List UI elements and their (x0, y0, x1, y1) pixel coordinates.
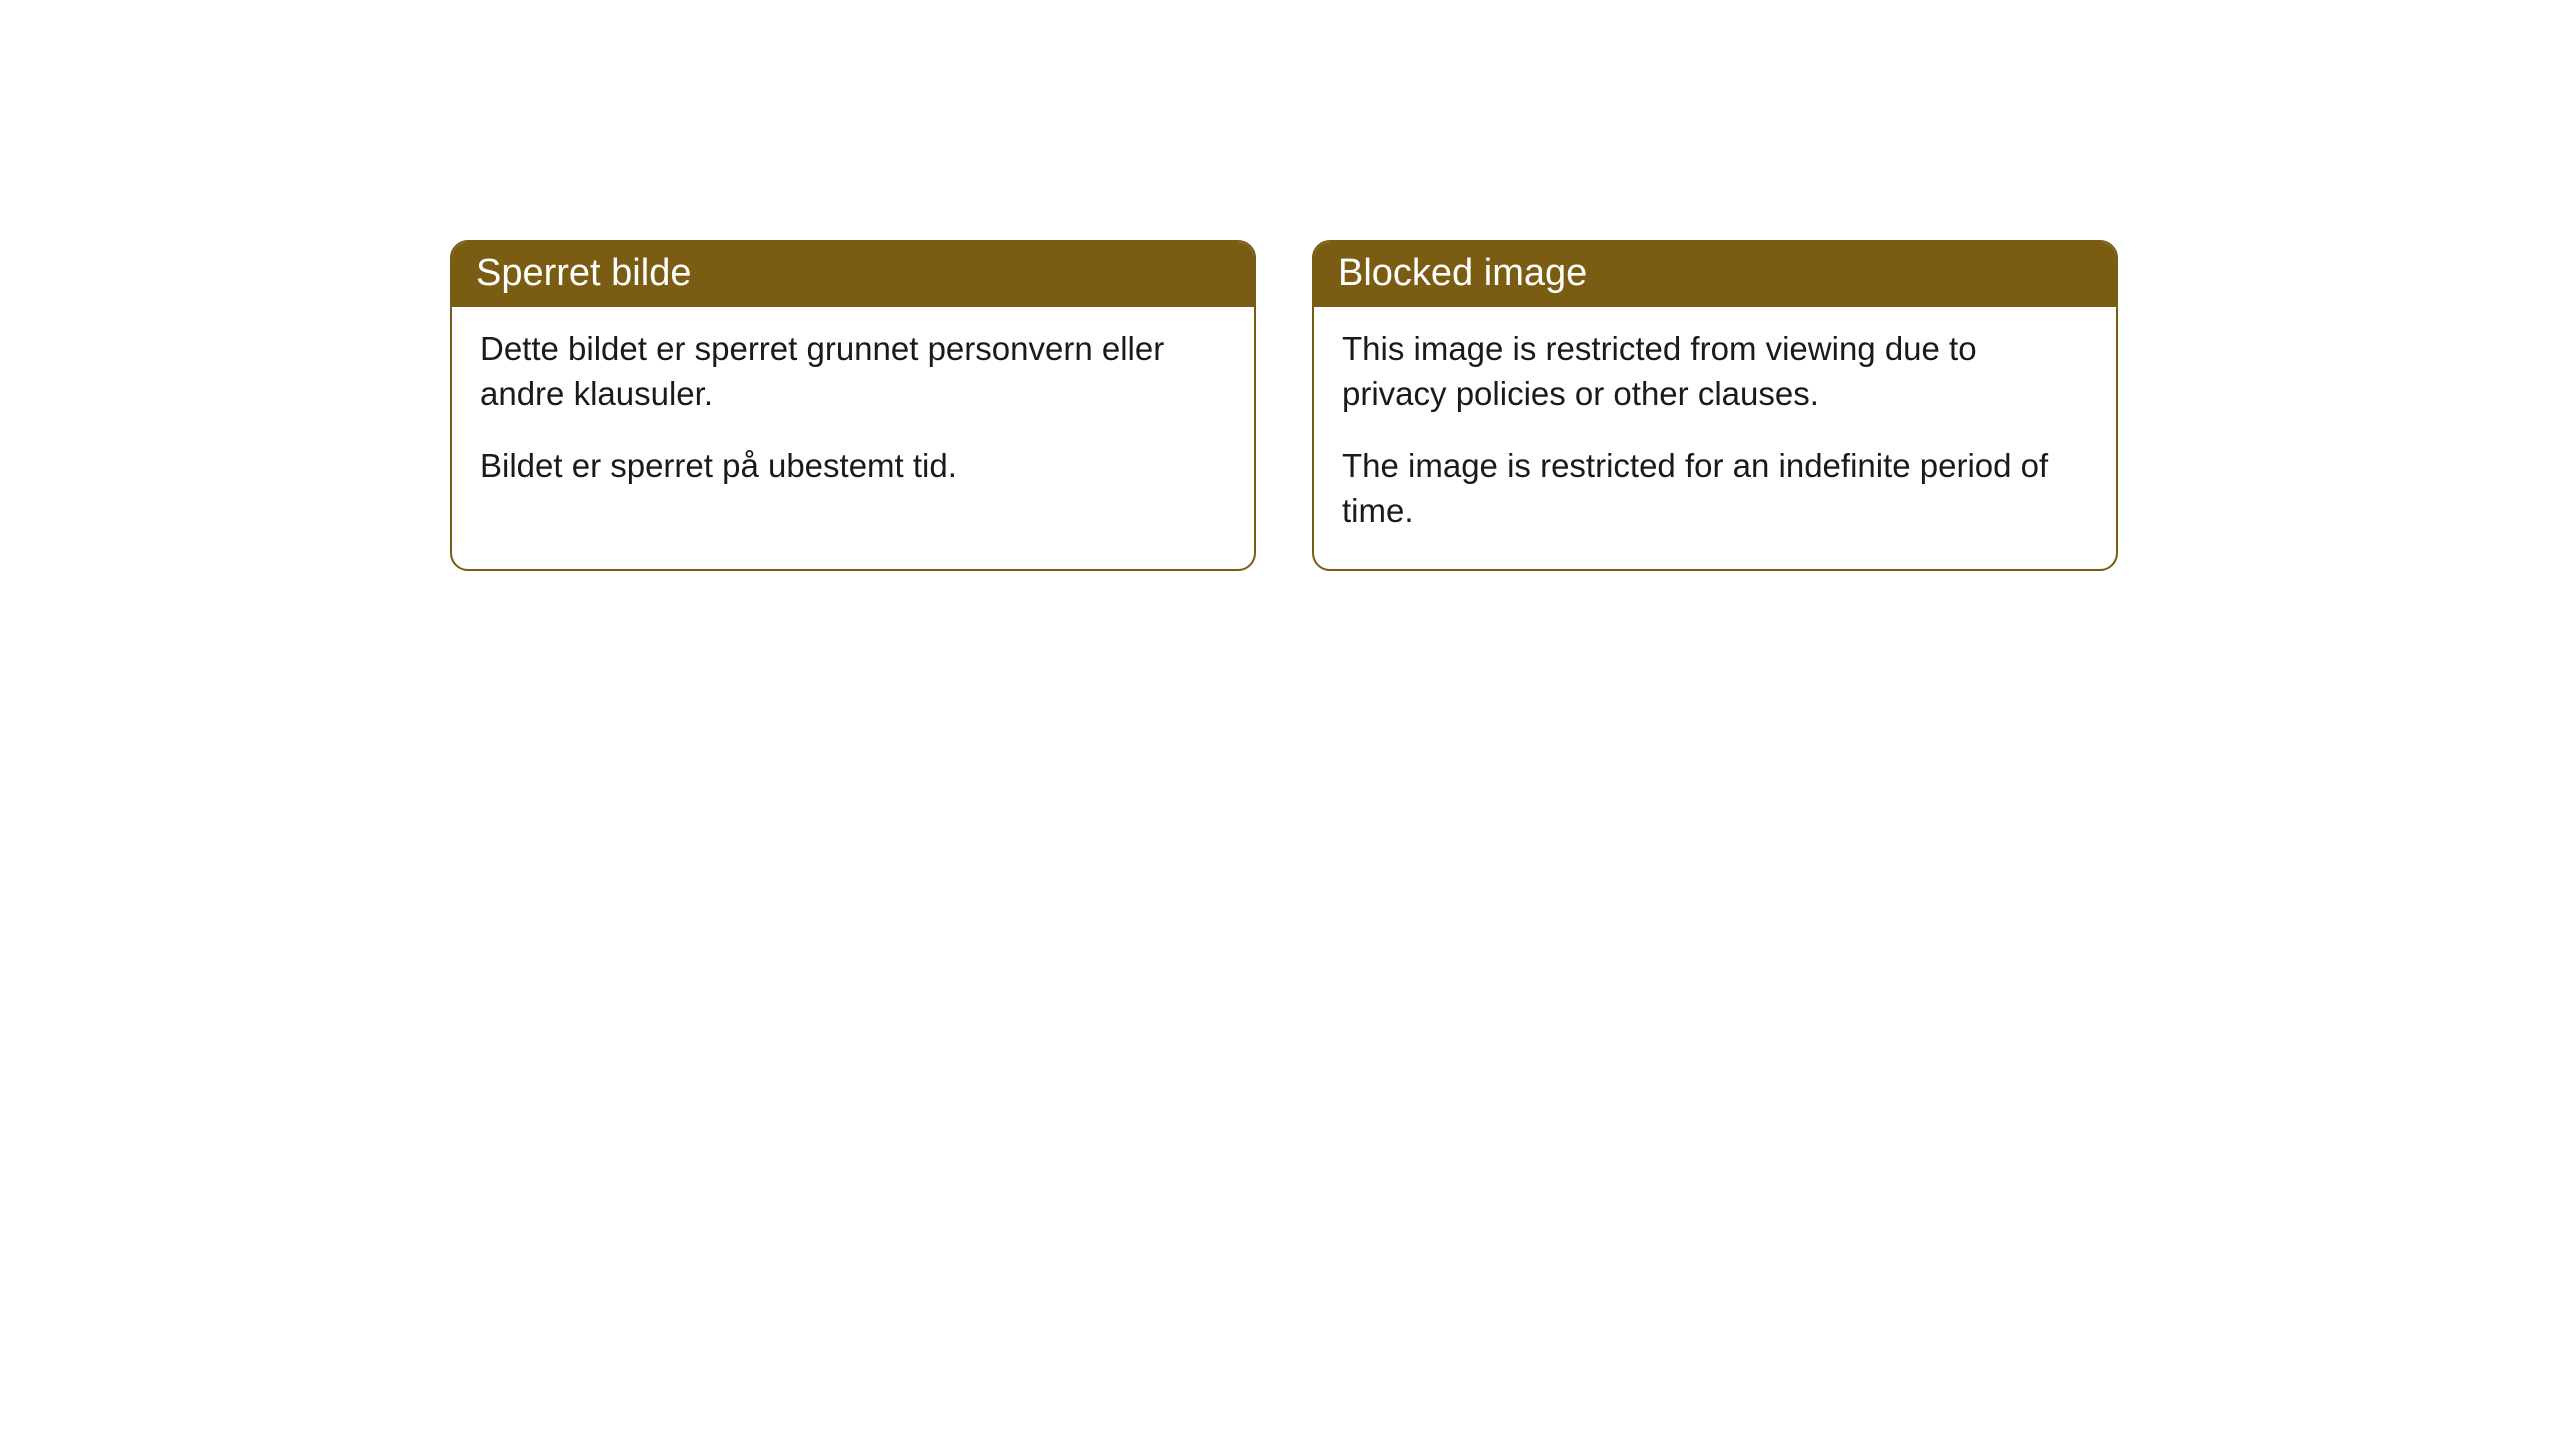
cards-container: Sperret bilde Dette bildet er sperret gr… (450, 240, 2118, 571)
card-norwegian: Sperret bilde Dette bildet er sperret gr… (450, 240, 1256, 571)
card-header-english: Blocked image (1314, 242, 2116, 307)
card-paragraph-1-norwegian: Dette bildet er sperret grunnet personve… (480, 327, 1226, 416)
card-paragraph-1-english: This image is restricted from viewing du… (1342, 327, 2088, 416)
card-paragraph-2-norwegian: Bildet er sperret på ubestemt tid. (480, 444, 1226, 489)
card-title-norwegian: Sperret bilde (476, 252, 691, 294)
card-title-english: Blocked image (1338, 252, 1587, 294)
card-body-english: This image is restricted from viewing du… (1314, 307, 2116, 569)
card-body-norwegian: Dette bildet er sperret grunnet personve… (452, 307, 1254, 525)
card-paragraph-2-english: The image is restricted for an indefinit… (1342, 444, 2088, 533)
card-header-norwegian: Sperret bilde (452, 242, 1254, 307)
card-english: Blocked image This image is restricted f… (1312, 240, 2118, 571)
